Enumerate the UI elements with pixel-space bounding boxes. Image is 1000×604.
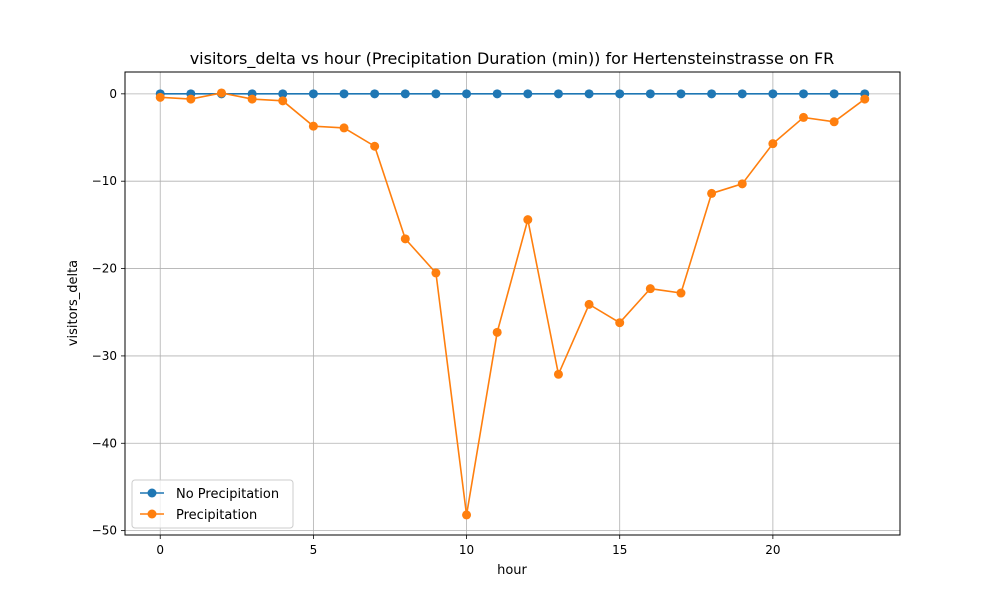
y-tick-label: −30 <box>92 349 117 363</box>
data-point-precipitation <box>278 96 288 106</box>
x-tick-label: 0 <box>156 543 164 557</box>
legend-marker-precipitation <box>147 509 157 519</box>
data-point-precipitation <box>615 318 625 328</box>
data-point-no-precipitation <box>278 89 288 99</box>
data-point-precipitation <box>707 188 717 198</box>
data-point-precipitation <box>676 288 686 298</box>
legend-label-precipitation: Precipitation <box>176 508 257 523</box>
x-tick-label: 15 <box>612 543 627 557</box>
data-point-no-precipitation <box>707 89 717 99</box>
grid <box>125 72 900 535</box>
data-point-precipitation <box>431 268 441 278</box>
data-point-precipitation <box>860 94 870 104</box>
data-point-precipitation <box>400 234 410 244</box>
legend: No Precipitation Precipitation <box>131 479 294 529</box>
y-tick-label: −40 <box>92 436 117 450</box>
y-tick-label: −20 <box>92 262 117 276</box>
x-tick-label: 5 <box>310 543 318 557</box>
data-point-no-precipitation <box>676 89 686 99</box>
data-point-precipitation <box>768 139 778 149</box>
data-point-no-precipitation <box>737 89 747 99</box>
data-point-precipitation <box>829 117 839 127</box>
data-point-precipitation <box>308 121 318 131</box>
y-tick-label: −10 <box>92 174 117 188</box>
data-point-no-precipitation <box>400 89 410 99</box>
axis-ticks: 0 5 10 15 20 0 −10 −20 −30 −40 −50 <box>92 87 781 557</box>
x-tick-label: 10 <box>459 543 474 557</box>
data-point-precipitation <box>155 92 165 102</box>
data-point-precipitation <box>186 94 196 104</box>
plot-frame <box>124 71 901 536</box>
data-point-no-precipitation <box>462 89 472 99</box>
data-point-no-precipitation <box>339 89 349 99</box>
y-axis-label: visitors_delta <box>66 260 81 346</box>
data-point-precipitation <box>216 88 226 98</box>
y-tick-label: −50 <box>92 524 117 538</box>
data-point-precipitation <box>247 94 257 104</box>
data-point-no-precipitation <box>829 89 839 99</box>
data-point-precipitation <box>370 141 380 151</box>
data-point-no-precipitation <box>768 89 778 99</box>
data-point-precipitation <box>737 179 747 189</box>
data-point-no-precipitation <box>523 89 533 99</box>
legend-marker-no-precipitation <box>147 488 157 498</box>
x-axis-label: hour <box>497 563 527 578</box>
data-point-no-precipitation <box>370 89 380 99</box>
data-point-no-precipitation <box>615 89 625 99</box>
data-point-precipitation <box>584 299 594 309</box>
legend-label-no-precipitation: No Precipitation <box>176 487 279 502</box>
data-point-no-precipitation <box>431 89 441 99</box>
x-tick-label: 20 <box>765 543 780 557</box>
chart-title: visitors_delta vs hour (Precipitation Du… <box>190 49 835 69</box>
series-line-precipitation <box>160 92 866 516</box>
y-tick-label: 0 <box>109 87 117 101</box>
data-point-precipitation <box>645 284 655 294</box>
data-point-precipitation <box>553 369 563 379</box>
data-point-no-precipitation <box>492 89 502 99</box>
legend-box <box>131 479 294 529</box>
data-point-precipitation <box>523 215 533 225</box>
data-point-no-precipitation <box>584 89 594 99</box>
data-point-no-precipitation <box>799 89 809 99</box>
series-layer <box>155 88 870 520</box>
data-point-precipitation <box>462 510 472 520</box>
data-point-precipitation <box>339 123 349 133</box>
data-point-no-precipitation <box>645 89 655 99</box>
data-point-no-precipitation <box>308 89 318 99</box>
data-point-no-precipitation <box>553 89 563 99</box>
data-point-precipitation <box>492 327 502 337</box>
data-point-precipitation <box>799 112 809 122</box>
